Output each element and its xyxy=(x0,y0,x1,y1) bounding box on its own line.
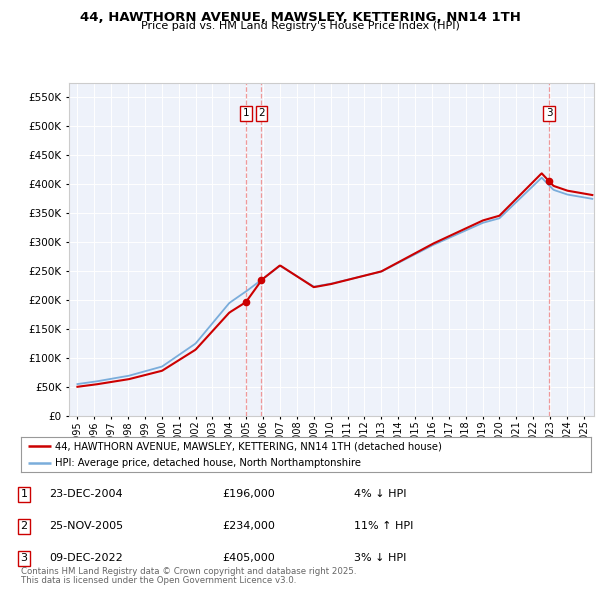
Text: £196,000: £196,000 xyxy=(222,490,275,499)
Text: 44, HAWTHORN AVENUE, MAWSLEY, KETTERING, NN14 1TH: 44, HAWTHORN AVENUE, MAWSLEY, KETTERING,… xyxy=(80,11,520,24)
Text: 3: 3 xyxy=(546,109,553,119)
Text: £405,000: £405,000 xyxy=(222,553,275,563)
Text: 09-DEC-2022: 09-DEC-2022 xyxy=(49,553,123,563)
Text: 2: 2 xyxy=(258,109,265,119)
Text: 3: 3 xyxy=(20,553,28,563)
Text: 3% ↓ HPI: 3% ↓ HPI xyxy=(354,553,406,563)
Text: This data is licensed under the Open Government Licence v3.0.: This data is licensed under the Open Gov… xyxy=(21,576,296,585)
Text: 4% ↓ HPI: 4% ↓ HPI xyxy=(354,490,407,499)
Text: 23-DEC-2004: 23-DEC-2004 xyxy=(49,490,123,499)
Text: 2: 2 xyxy=(20,522,28,531)
Text: 25-NOV-2005: 25-NOV-2005 xyxy=(49,522,124,531)
Text: Price paid vs. HM Land Registry's House Price Index (HPI): Price paid vs. HM Land Registry's House … xyxy=(140,21,460,31)
Text: 1: 1 xyxy=(242,109,249,119)
Text: 44, HAWTHORN AVENUE, MAWSLEY, KETTERING, NN14 1TH (detached house): 44, HAWTHORN AVENUE, MAWSLEY, KETTERING,… xyxy=(55,441,442,451)
Text: 11% ↑ HPI: 11% ↑ HPI xyxy=(354,522,413,531)
Text: £234,000: £234,000 xyxy=(222,522,275,531)
Text: HPI: Average price, detached house, North Northamptonshire: HPI: Average price, detached house, Nort… xyxy=(55,458,361,468)
Text: Contains HM Land Registry data © Crown copyright and database right 2025.: Contains HM Land Registry data © Crown c… xyxy=(21,567,356,576)
Text: 1: 1 xyxy=(20,490,28,499)
